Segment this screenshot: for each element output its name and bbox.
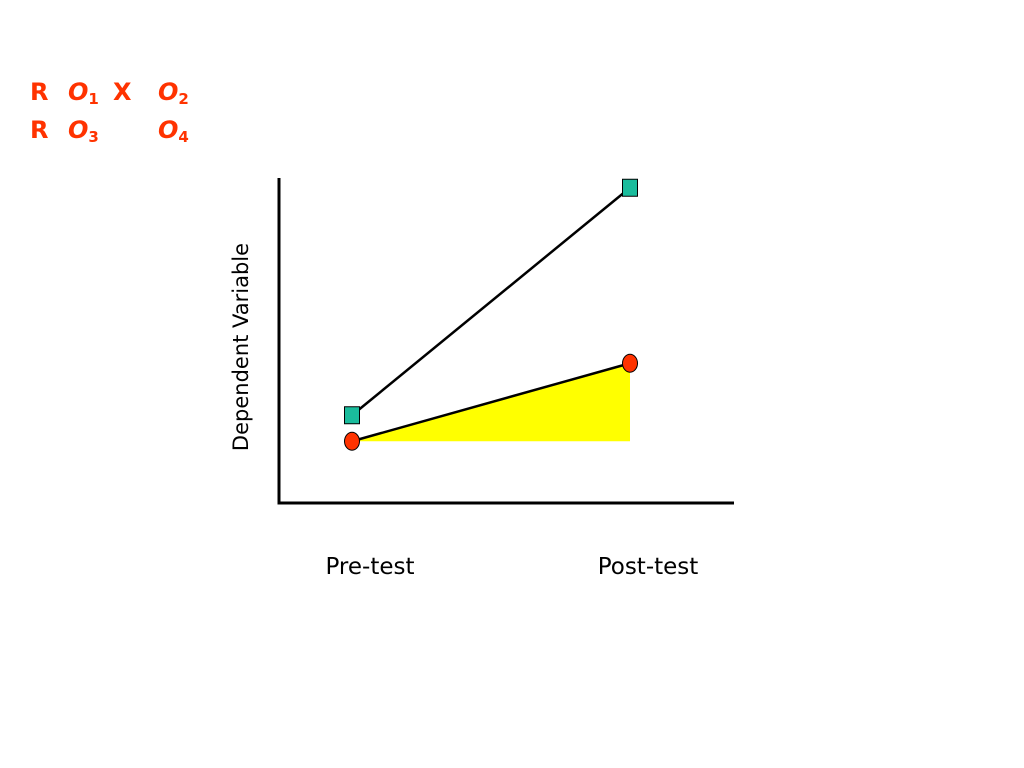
- series-1-line: [351, 186, 631, 417]
- observation-o1: O1: [68, 78, 99, 108]
- series-2-point-post-test: [622, 353, 638, 373]
- observation-o3-subscript: 3: [88, 128, 99, 146]
- observation-o2-letter: O: [158, 78, 179, 106]
- observation-o2-subscript: 2: [178, 90, 189, 108]
- observation-o1-letter: O: [68, 78, 89, 106]
- x-tick-label-post-test: Post-test: [598, 554, 699, 580]
- observation-o4-letter: O: [158, 116, 179, 144]
- observation-o3-letter: O: [68, 116, 89, 144]
- observation-o4-subscript: 4: [178, 128, 189, 146]
- markers-layer: [344, 178, 638, 451]
- y-axis-title: Dependent Variable: [229, 243, 253, 451]
- series-1-point-pre-test: [344, 406, 360, 425]
- series-1-point-post-test: [622, 178, 638, 197]
- randomization-label: R: [30, 78, 49, 106]
- series-2-line: [351, 362, 631, 443]
- observation-o3: O3: [68, 116, 99, 146]
- randomization-label: R: [30, 116, 49, 144]
- treatment-label: X: [113, 78, 132, 106]
- series-lines-layer: [351, 186, 631, 443]
- observation-o4: O4: [158, 116, 189, 146]
- observation-o1-subscript: 1: [88, 90, 99, 108]
- x-tick-label-pre-test: Pre-test: [325, 554, 414, 580]
- series-2-point-pre-test: [344, 431, 360, 451]
- observation-o2: O2: [158, 78, 189, 108]
